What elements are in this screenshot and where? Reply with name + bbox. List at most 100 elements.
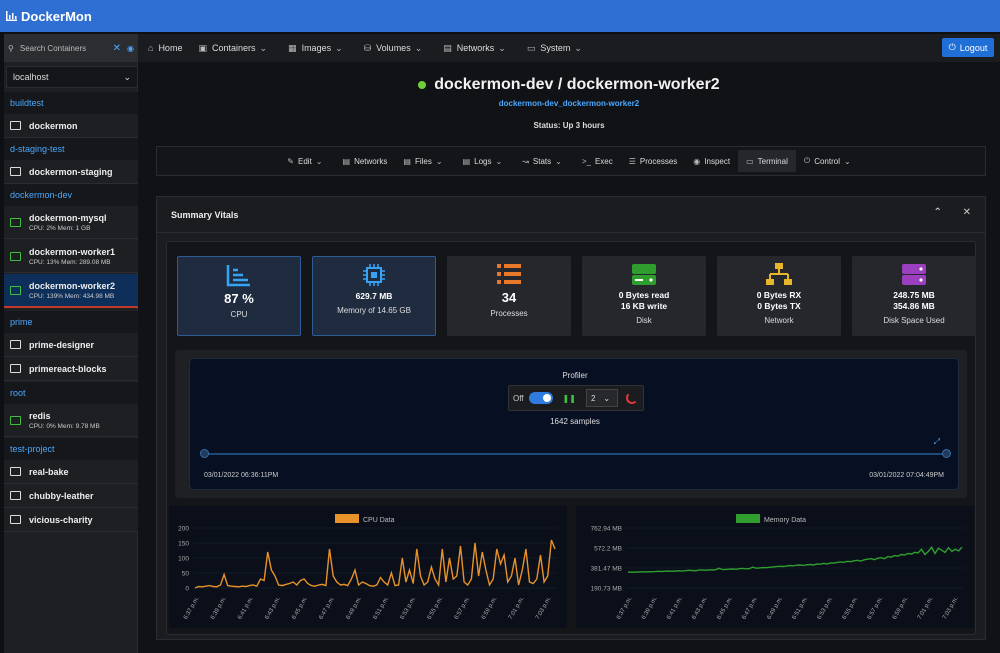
terminal-prompt-icon: >_ bbox=[581, 156, 591, 166]
container-name: dockermon-worker2 bbox=[29, 280, 116, 291]
y-tick-label: 190.73 MB bbox=[591, 586, 622, 593]
hard-drive-icon bbox=[632, 264, 656, 285]
range-start: 03/01/2022 06:36:11PM bbox=[204, 472, 279, 479]
container-item-dockermon-mysql[interactable]: dockermon-mysql CPU: 2% Mem: 1 GB bbox=[4, 206, 138, 239]
interval-value: 2 bbox=[590, 393, 596, 403]
logout-button[interactable]: ⏻ Logout bbox=[942, 38, 994, 57]
nav-label: Images bbox=[301, 43, 332, 53]
vital-network[interactable]: 0 Bytes RX 0 Bytes TX Network bbox=[717, 256, 841, 336]
x-tick-label: 6:39 p.m. bbox=[641, 596, 659, 621]
box-icon: ▣ bbox=[198, 42, 207, 53]
chevron-down-icon: ⌄ bbox=[495, 156, 503, 166]
interval-select[interactable]: 2 ⌄ bbox=[585, 389, 618, 407]
search-bar[interactable]: ⚲ Search Containers ✕ ◉ bbox=[4, 34, 138, 62]
monitor-icon bbox=[10, 340, 21, 349]
close-icon[interactable]: ✕ bbox=[962, 207, 971, 218]
nav-system[interactable]: ▭ System ⌄ bbox=[527, 43, 587, 54]
tab-control[interactable]: ⏻ Control ⌄ bbox=[796, 150, 863, 172]
container-name: primereact-blocks bbox=[29, 363, 107, 374]
container-item-real-bake[interactable]: real-bake bbox=[4, 460, 138, 484]
vital-cpu[interactable]: 87 % CPU bbox=[177, 256, 301, 336]
container-item-redis[interactable]: redis CPU: 0% Mem: 9.78 MB bbox=[4, 404, 138, 437]
container-item-dockermon-worker1[interactable]: dockermon-worker1 CPU: 13% Mem: 289.08 M… bbox=[4, 240, 138, 273]
tab-terminal[interactable]: ▭ Terminal bbox=[738, 150, 796, 172]
container-item-chubby-leather[interactable]: chubby-leather bbox=[4, 484, 138, 508]
time-range-slider[interactable] bbox=[204, 453, 946, 455]
nav-label: System bbox=[540, 43, 571, 53]
nav-volumes[interactable]: ⛁ Volumes ⌄ bbox=[364, 43, 428, 54]
x-tick-label: 6:55 p.m. bbox=[842, 596, 860, 621]
cpu-label: CPU bbox=[230, 310, 248, 319]
tab-label: Processes bbox=[639, 156, 678, 166]
profiler-toggle[interactable] bbox=[528, 392, 553, 404]
vital-disk-space[interactable]: 248.75 MB 354.86 MB Disk Space Used bbox=[852, 256, 976, 336]
vital-disk[interactable]: 0 Bytes read 16 KB write Disk bbox=[582, 256, 706, 336]
nav-containers[interactable]: ▣ Containers ⌄ bbox=[198, 43, 272, 54]
sample-count: 1642 samples bbox=[550, 417, 600, 426]
container-item-prime-designer[interactable]: prime-designer bbox=[4, 333, 138, 357]
container-stats: CPU: 139% Mem: 434.98 MB bbox=[29, 292, 115, 300]
monitor-icon bbox=[10, 364, 21, 373]
container-stats: CPU: 2% Mem: 1 GB bbox=[29, 224, 91, 232]
x-tick-label: 6:43 p.m. bbox=[264, 596, 282, 621]
line-chart-icon: ↝ bbox=[522, 156, 529, 166]
search-icon: ⚲ bbox=[8, 43, 14, 53]
nav-home[interactable]: ⌂ Home bbox=[148, 43, 182, 53]
monitor-icon bbox=[10, 167, 21, 176]
host-select[interactable]: localhost ⌄ bbox=[6, 66, 138, 88]
collapse-icon[interactable]: ⌃ bbox=[933, 207, 942, 218]
tab-stats[interactable]: ↝ Stats ⌄ bbox=[514, 150, 574, 172]
container-item-primereact-blocks[interactable]: primereact-blocks bbox=[4, 357, 138, 381]
nav-label: Volumes bbox=[376, 43, 411, 53]
vitals-container: 87 % CPU 629.7 MB Memory of 14.65 GB 34 … bbox=[166, 241, 976, 635]
processes-label: Processes bbox=[490, 309, 528, 318]
group-label: root bbox=[4, 382, 138, 404]
slider-handle-end[interactable] bbox=[942, 449, 951, 458]
expand-icon[interactable]: ⤢ bbox=[933, 437, 940, 446]
vital-processes[interactable]: 34 Processes bbox=[447, 256, 571, 336]
container-item-dockermon[interactable]: dockermon bbox=[4, 114, 138, 138]
chevron-down-icon: ⌄ bbox=[843, 156, 851, 166]
search-input[interactable]: Search Containers bbox=[19, 43, 87, 53]
nav-label: Networks bbox=[456, 43, 495, 53]
container-item-dockermon-worker2[interactable]: dockermon-worker2 CPU: 139% Mem: 434.98 … bbox=[4, 274, 138, 308]
desktop-icon: ▭ bbox=[526, 42, 536, 53]
x-tick-label: 6:37 p.m. bbox=[183, 596, 201, 621]
nav-networks[interactable]: ▤ Networks ⌄ bbox=[443, 43, 511, 54]
x-tick-label: 7:03 p.m. bbox=[942, 596, 960, 621]
slider-handle-start[interactable] bbox=[200, 449, 209, 458]
panel-actions: ⌃ ✕ bbox=[915, 207, 971, 218]
desktop-icon: ▭ bbox=[746, 156, 754, 166]
nav-images[interactable]: ▦ Images ⌄ bbox=[288, 43, 348, 54]
y-tick-label: 50 bbox=[182, 571, 190, 578]
x-tick-label: 7:01 p.m. bbox=[917, 596, 935, 621]
x-tick-label: 6:57 p.m. bbox=[867, 596, 885, 621]
legend-swatch bbox=[335, 514, 359, 523]
clear-icon[interactable]: ✕ bbox=[112, 42, 122, 54]
tab-files[interactable]: ▤ Files ⌄ bbox=[395, 150, 454, 172]
tab-logs[interactable]: ▤ Logs ⌄ bbox=[455, 150, 515, 172]
container-item-dockermon-staging[interactable]: dockermon-staging bbox=[4, 160, 138, 184]
tab-label: Networks bbox=[354, 156, 388, 166]
x-tick-label: 6:53 p.m. bbox=[400, 596, 418, 621]
container-stats: CPU: 13% Mem: 289.08 MB bbox=[29, 258, 111, 266]
tab-processes[interactable]: ☰ Processes bbox=[621, 150, 686, 172]
tab-label: Exec bbox=[594, 156, 613, 166]
profiler-wrapper: Profiler Off ❚❚ 2 ⌄ 1642 samples ⤢ 03/01/… bbox=[175, 350, 967, 498]
tab-exec[interactable]: >_ Exec bbox=[574, 150, 621, 172]
tab-networks[interactable]: ▤ Networks bbox=[335, 150, 396, 172]
container-stats: CPU: 0% Mem: 9.78 MB bbox=[29, 422, 100, 430]
container-item-vicious-charity[interactable]: vicious-charity bbox=[4, 508, 138, 532]
filter-icon[interactable]: ◉ bbox=[127, 43, 134, 53]
monitor-icon bbox=[10, 467, 21, 476]
chevron-down-icon: ⌄ bbox=[603, 393, 611, 403]
tab-edit[interactable]: ✎ Edit ⌄ bbox=[279, 150, 334, 172]
disk-space-label: Disk Space Used bbox=[883, 316, 945, 325]
image-icon: ▦ bbox=[288, 42, 297, 53]
vital-memory[interactable]: 629.7 MB Memory of 14.65 GB bbox=[312, 256, 436, 336]
tab-inspect[interactable]: ◉ Inspect bbox=[685, 150, 738, 172]
pause-icon[interactable]: ❚❚ bbox=[562, 393, 576, 403]
chart-icon bbox=[6, 11, 17, 21]
x-tick-label: 6:49 p.m. bbox=[345, 596, 363, 621]
cpu-chart-icon bbox=[226, 265, 250, 287]
